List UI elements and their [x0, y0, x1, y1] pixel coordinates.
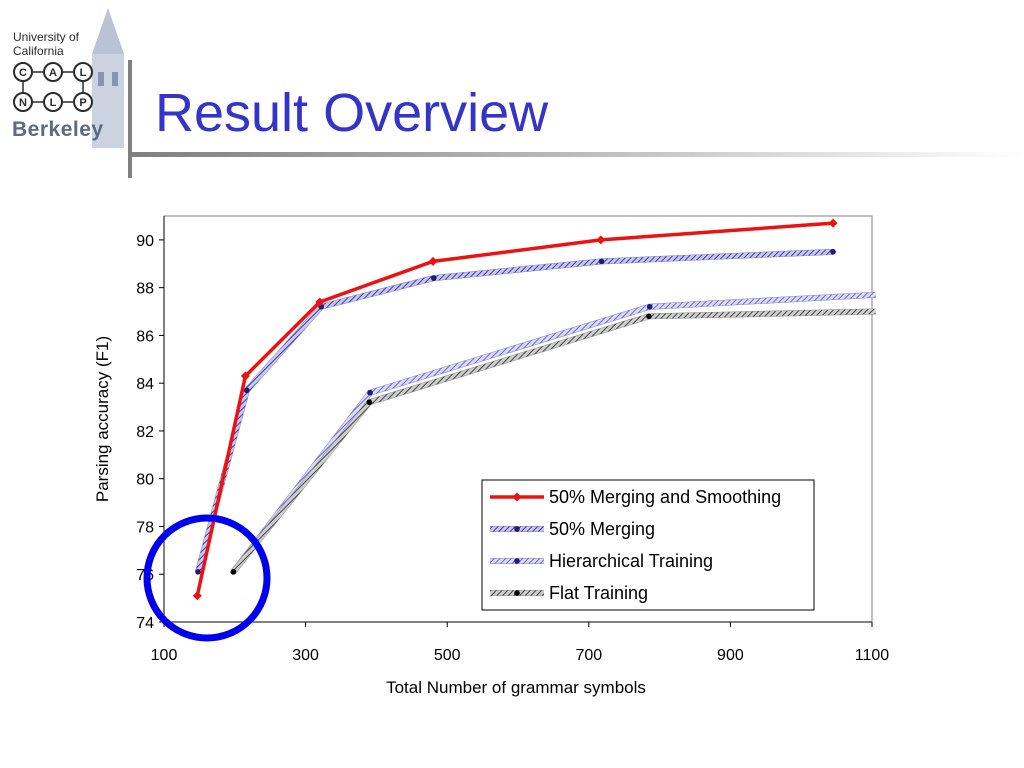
highlight-circle	[143, 514, 271, 642]
x-tick-label: 100	[151, 647, 178, 664]
data-point	[828, 218, 838, 228]
series-line-flat-training	[231, 309, 876, 574]
legend-marker	[512, 492, 522, 502]
data-point	[315, 297, 325, 307]
title-horizontal-rule	[128, 152, 1024, 157]
legend: 50% Merging and Smoothing 50% Merging Hier…	[481, 479, 815, 611]
data-point	[366, 399, 373, 406]
x-tick-label: 1100	[855, 647, 890, 664]
data-point	[430, 275, 437, 281]
logo-berkeley-text: Berkeley	[12, 118, 104, 141]
x-tick-label: 700	[575, 647, 602, 664]
data-point	[240, 371, 250, 381]
data-point	[596, 235, 606, 245]
svg-text:L: L	[50, 97, 57, 109]
title-vertical-rule	[128, 60, 132, 178]
svg-text:N: N	[19, 97, 27, 109]
y-tick-label: 80	[136, 472, 154, 489]
series-line-50-merging-and-smoothing	[195, 221, 834, 597]
data-point	[244, 387, 250, 394]
legend-label-flat-training: Flat Training	[549, 583, 648, 603]
y-tick-label: 84	[136, 376, 154, 393]
y-axis-label: Parsing accuracy (F1)	[93, 336, 112, 502]
series-line-50-merging	[195, 249, 834, 573]
data-point	[230, 569, 237, 575]
x-tick-label: 900	[717, 647, 744, 664]
page-title: Result Overview	[155, 83, 549, 143]
data-point	[598, 258, 605, 265]
legend-marker	[514, 558, 520, 564]
data-point	[428, 256, 438, 266]
y-tick-label: 88	[136, 281, 154, 298]
x-tick-label: 300	[292, 647, 319, 664]
svg-text:L: L	[80, 67, 87, 79]
data-point	[367, 389, 373, 396]
y-tick-label: 78	[136, 519, 154, 536]
svg-text:P: P	[79, 97, 86, 109]
x-tick-label: 500	[434, 647, 461, 664]
y-tick-label: 74	[136, 615, 154, 632]
data-point	[195, 569, 201, 575]
data-point	[646, 303, 653, 310]
campanile-icon: C A L N L P	[13, 8, 124, 148]
legend-marker	[514, 526, 520, 532]
data-point	[830, 249, 836, 255]
x-axis-label: Total Number of grammar symbols	[386, 678, 646, 697]
svg-text:A: A	[49, 67, 57, 79]
y-tick-label: 82	[136, 424, 154, 441]
y-tick-label: 90	[136, 233, 154, 250]
data-point	[646, 313, 652, 320]
legend-label-hierarchical-training: Hierarchical Training	[549, 551, 713, 571]
legend-label-50-merging-and-smoothing: 50% Merging and Smoothing	[549, 487, 781, 507]
y-tick-label: 86	[136, 328, 154, 345]
berkeley-nlp-logo: C A L N L P University of California Ber…	[8, 8, 128, 158]
data-point	[192, 591, 202, 601]
logo-university-text: University of California	[13, 30, 80, 58]
svg-text:C: C	[19, 67, 27, 79]
legend-marker	[514, 590, 520, 596]
legend-label-50-merging: 50% Merging	[549, 519, 655, 539]
